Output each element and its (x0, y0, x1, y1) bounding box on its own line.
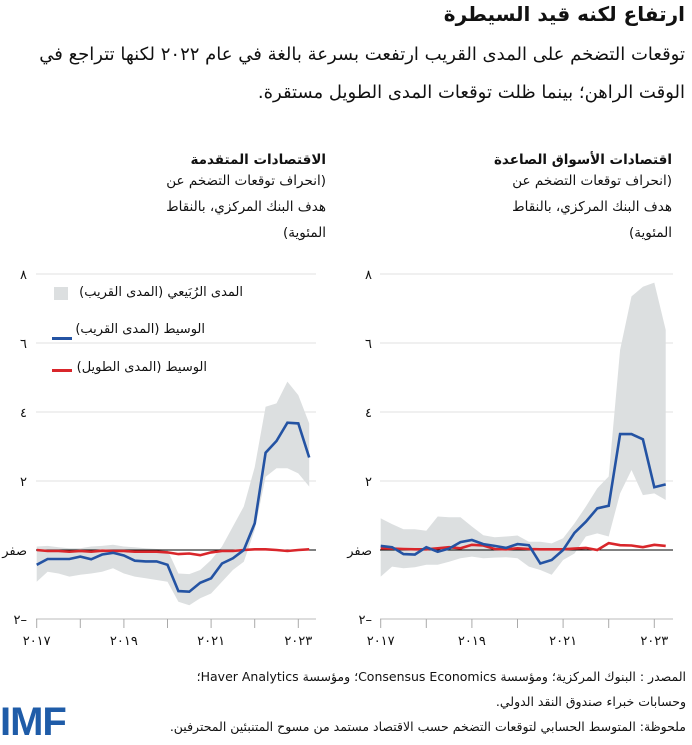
legend-long-swatch (52, 369, 72, 372)
panel-subtitle: (انحراف توقعات التضخم عن هدف البنك المرك… (166, 173, 326, 241)
near-term-median-line (36, 421, 311, 594)
panel-title-emerging: اقتصادات الأسواق الصاعدة (انحراف توقعات … (482, 152, 672, 246)
footer-notes: المصدر : البنوك المركزية؛ ومؤسسة Consens… (126, 664, 686, 739)
x-tick-label: ٢٠١٩ (110, 634, 138, 649)
panel-subtitle: (انحراف توقعات التضخم عن هدف البنك المرك… (512, 173, 672, 241)
legend-near-label: الوسيط (المدى القريب) (75, 322, 205, 337)
x-tick-label: ٢٠٢١ (549, 634, 577, 649)
panel-title-advanced: الاقتصادات المتقدمة (انحراف توقعات التضخ… (136, 152, 326, 246)
y-tick-label: ٦ (20, 337, 27, 352)
y-tick-label: ٢ (365, 475, 372, 490)
x-tick-label: ٢٠٢١ (197, 634, 225, 649)
x-tick-label: ٢٠١٧ (23, 634, 51, 649)
x-tick-label: ٢٠١٧ (367, 634, 395, 649)
chart-svg: ٨ ٦ ٤ ٢ صفر ٢– ٢٠١٧ ٢٠١٩ ٢٠٢١ ٢٠٢٣ ٨ ٦ ٤ ٢ صفر ٢– ٢٠١٧ ٢٠… (1, 268, 673, 649)
legend-long-label: الوسيط (المدى الطويل) (76, 360, 207, 375)
y-tick-label: ٢ (20, 475, 27, 490)
y-tick-label: ٨ (20, 268, 27, 283)
y-tick-label: ٢– (14, 613, 27, 628)
y-tick-label: صفر (1, 544, 27, 559)
y-tick-label: صفر (346, 544, 372, 559)
x-tick-label: ٢٠١٩ (458, 634, 486, 649)
interquartile-band (380, 282, 666, 577)
y-tick-label: ٦ (365, 337, 372, 352)
interquartile-band (36, 381, 310, 606)
x-tick-label: ٢٠٢٣ (284, 634, 312, 649)
x-tick-label: ٢٠٢٣ (640, 634, 668, 649)
y-tick-label: ٢– (359, 613, 372, 628)
y-tick-label: ٨ (365, 268, 372, 283)
imf-logo: IMF (0, 700, 67, 744)
page-title: ارتفاع لكنه قيد السيطرة (443, 2, 685, 26)
y-tick-label: ٤ (20, 406, 27, 421)
long-term-median-line (36, 547, 310, 557)
note: ملحوظة: المتوسط الحسابي لتوقعات التضخم ح… (169, 719, 686, 734)
panel-title: الاقتصادات المتقدمة (190, 152, 326, 168)
source-note-2: وحسابات خبراء صندوق النقد الدولي. (495, 694, 686, 709)
legend-band-label: المدى الرُبَيعي (المدى القريب) (79, 285, 243, 300)
legend-band-swatch (54, 287, 68, 300)
panel-title: اقتصادات الأسواق الصاعدة (493, 152, 672, 168)
near-term-median-line (380, 432, 667, 566)
page-subtitle: توقعات التضخم على المدى القريب ارتفعت بس… (39, 44, 685, 103)
source-note: المصدر : البنوك المركزية؛ ومؤسسة Consens… (196, 669, 686, 684)
legend-near-swatch (52, 337, 72, 340)
y-tick-label: ٤ (365, 406, 372, 421)
